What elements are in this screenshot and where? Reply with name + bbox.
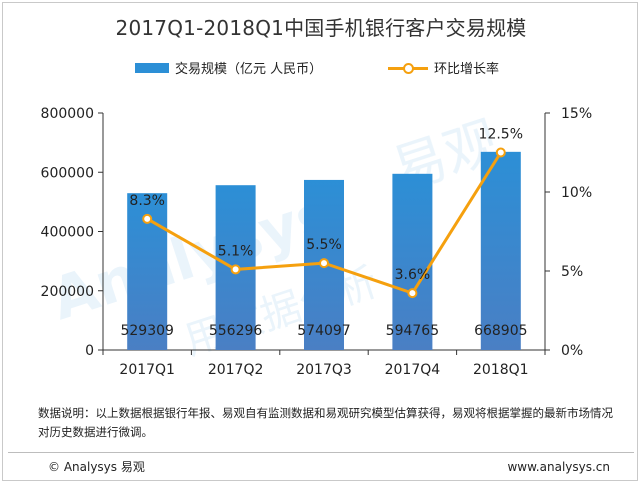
growth-label: 12.5% [479,127,523,143]
x-tick-label: 2017Q2 [208,362,264,378]
footer-copyright: © Analysys 易观 [48,460,145,474]
growth-line [142,147,506,299]
growth-label: 3.6% [395,267,431,283]
growth-label: 5.1% [218,243,254,259]
growth-label: 8.3% [129,193,165,209]
bar-value-label: 594765 [386,323,439,339]
y-left-tick-label: 200000 [41,284,94,300]
footer-divider [8,452,634,453]
y-left-tick-label: 0 [85,343,94,359]
legend-item-line: 环比增长率 [388,58,499,77]
bar-value-label: 668905 [474,323,527,339]
y-left-tick-label: 800000 [41,106,94,122]
footer-url: www.analysys.cn [507,460,610,474]
growth-point [230,264,241,275]
x-tick-label: 2018Q1 [473,362,529,378]
bar-value-label: 574097 [297,323,350,339]
bar [480,151,521,350]
x-tick-label: 2017Q4 [385,362,441,378]
bars [127,151,521,350]
legend-item-bar: 交易规模（亿元 人民币） [135,58,322,77]
bar-value-label: 529309 [120,323,173,339]
growth-point [319,258,329,269]
growth-point [495,147,506,158]
y-right-tick-label: 10% [561,185,592,201]
growth-point [407,288,418,299]
growth-labels: 8.3% 5.1% 5.5% 3.6% 12.5% [129,127,523,284]
growth-label: 5.5% [306,237,342,253]
bar-value-label: 556296 [209,323,263,339]
chart-title: 2017Q1-2018Q1中国手机银行客户交易规模 [115,16,527,40]
y-left-tick-label: 400000 [41,225,94,241]
y-right-tick-label: 0% [561,343,583,359]
x-tick-label: 2017Q3 [296,362,352,378]
bar [392,173,433,350]
legend-line-swatch [388,62,428,74]
y-right-tick-label: 15% [561,106,592,122]
legend: 交易规模（亿元 人民币） 环比增长率 [0,58,642,78]
x-tick-label: 2017Q1 [119,362,175,378]
data-note: 数据说明：以上数据根据银行年报、易观自有监测数据和易观研究模型估算获得，易观将根… [38,406,613,439]
legend-line-label: 环比增长率 [434,62,500,77]
y-right-tick-label: 5% [561,264,583,280]
bar-value-labels: 529309 556296 574097 594765 668905 [120,323,527,339]
legend-bar-label: 交易规模（亿元 人民币） [175,62,323,77]
y-left-tick-label: 600000 [41,165,94,181]
legend-bar-swatch [135,62,169,73]
growth-point [142,213,153,224]
